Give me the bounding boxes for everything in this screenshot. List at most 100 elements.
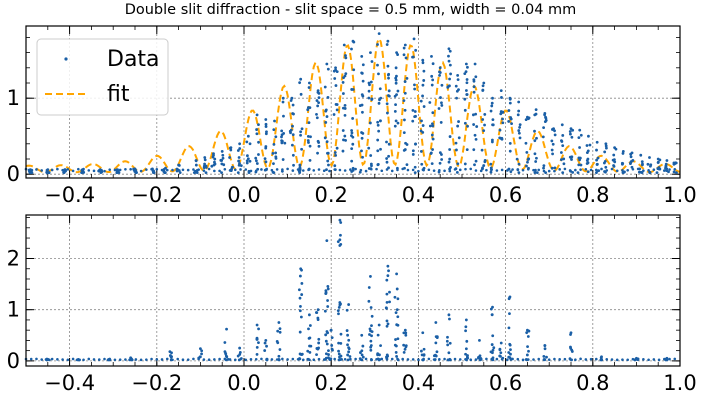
data-point xyxy=(639,153,643,157)
data-point xyxy=(308,324,312,327)
data-point xyxy=(561,171,565,175)
data-point xyxy=(369,80,373,84)
data-point xyxy=(534,160,538,163)
data-point xyxy=(29,168,33,172)
data-point xyxy=(298,167,302,171)
data-point xyxy=(333,164,337,168)
data-point xyxy=(586,161,590,165)
data-point xyxy=(473,62,477,66)
data-point xyxy=(387,154,390,158)
data-point xyxy=(434,321,438,324)
data-point xyxy=(170,355,173,359)
data-point xyxy=(390,169,394,173)
data-point xyxy=(574,168,577,172)
data-point xyxy=(508,149,512,153)
data-point xyxy=(508,101,512,105)
data-point xyxy=(626,358,629,362)
data-point xyxy=(277,354,281,358)
data-point xyxy=(233,168,237,172)
data-point xyxy=(338,244,342,247)
data-point xyxy=(430,133,434,137)
data-point xyxy=(472,85,476,89)
data-point xyxy=(447,47,451,51)
data-point xyxy=(237,159,240,163)
data-point xyxy=(312,169,316,172)
data-point xyxy=(394,351,398,354)
data-point xyxy=(569,331,573,335)
data-point xyxy=(411,358,415,361)
data-point xyxy=(349,357,352,361)
data-point xyxy=(456,124,460,128)
data-point xyxy=(600,355,603,359)
data-point xyxy=(298,309,302,313)
data-point xyxy=(431,62,435,66)
data-point xyxy=(403,347,407,351)
data-point xyxy=(551,142,555,146)
data-point xyxy=(370,60,374,63)
data-point xyxy=(255,132,259,136)
data-point xyxy=(228,156,231,159)
data-point xyxy=(438,70,441,74)
data-point xyxy=(664,162,668,166)
data-point xyxy=(411,168,415,172)
data-point xyxy=(254,357,258,361)
data-point xyxy=(438,168,441,172)
data-point xyxy=(448,167,451,171)
data-point xyxy=(238,147,242,150)
data-point xyxy=(495,357,499,361)
data-point xyxy=(595,140,599,144)
data-point xyxy=(278,327,282,331)
data-point xyxy=(417,358,420,362)
data-point xyxy=(404,345,408,349)
data-point xyxy=(533,129,536,133)
data-point xyxy=(220,171,223,175)
data-point xyxy=(396,121,400,125)
data-point xyxy=(360,103,364,107)
data-point xyxy=(665,159,669,162)
data-point xyxy=(499,341,503,345)
data-point xyxy=(469,358,473,362)
data-point xyxy=(533,171,537,175)
data-point xyxy=(315,311,319,315)
data-point xyxy=(324,121,328,124)
data-point xyxy=(385,140,388,144)
data-point xyxy=(291,169,295,172)
data-point xyxy=(152,170,155,174)
data-point xyxy=(139,358,143,362)
data-point xyxy=(498,128,502,132)
data-point xyxy=(615,169,619,173)
data-point xyxy=(338,301,342,304)
data-point xyxy=(308,144,312,148)
data-point xyxy=(291,133,295,137)
data-point xyxy=(482,164,486,167)
data-point xyxy=(257,123,260,126)
subplot-top: −0.4 −0.2 0.0 0.2 0.4 0.6 0.8 1.0 0 1 Data fit xyxy=(7,25,697,207)
data-point xyxy=(517,171,521,175)
data-point xyxy=(481,166,484,170)
data-point xyxy=(471,113,475,117)
data-point xyxy=(543,344,547,347)
data-point xyxy=(341,81,345,84)
data-point xyxy=(385,355,388,359)
data-point xyxy=(411,109,415,112)
data-point xyxy=(469,167,473,171)
data-point xyxy=(500,96,503,99)
data-point xyxy=(299,133,302,137)
data-point xyxy=(550,139,554,143)
data-point xyxy=(665,356,669,360)
data-point xyxy=(325,239,329,242)
data-point xyxy=(334,68,338,72)
data-point xyxy=(411,153,415,156)
data-point xyxy=(274,157,278,160)
data-point xyxy=(448,63,452,67)
data-point xyxy=(335,108,339,112)
data-point xyxy=(339,221,343,224)
data-point xyxy=(491,348,495,352)
data-point xyxy=(290,96,294,100)
y-tick-label: 0 xyxy=(7,162,20,186)
data-point xyxy=(568,357,572,361)
data-point xyxy=(610,358,614,361)
data-point xyxy=(498,136,502,140)
data-point xyxy=(115,170,119,174)
